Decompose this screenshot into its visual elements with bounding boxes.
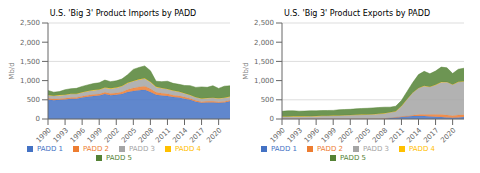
svg-text:2020: 2020 [205, 126, 223, 144]
svg-text:1,500: 1,500 [20, 58, 40, 66]
svg-text:1,000: 1,000 [254, 77, 274, 85]
svg-text:1993: 1993 [52, 126, 70, 144]
svg-text:1990: 1990 [35, 126, 53, 144]
svg-text:0: 0 [270, 115, 274, 123]
svg-text:1990: 1990 [269, 126, 287, 144]
html-text:PADD 3: PADD 3 [129, 145, 155, 153]
svg-text:2,000: 2,000 [254, 39, 274, 47]
svg-text:2002: 2002 [337, 126, 355, 144]
svg-text:2002: 2002 [103, 126, 121, 144]
svg-text:1999: 1999 [320, 126, 338, 144]
html-text:PADD 1: PADD 1 [270, 145, 297, 153]
svg-text:2017: 2017 [188, 126, 206, 144]
html-text:U.S. 'Big 3' Product Imports b: U.S. 'Big 3' Product Imports by PADD [49, 9, 197, 18]
svg-text:2014: 2014 [171, 126, 190, 145]
svg-text:2008: 2008 [137, 126, 155, 144]
svg-text:1,500: 1,500 [254, 58, 274, 66]
svg-text:1996: 1996 [69, 126, 88, 145]
svg-text:2008: 2008 [371, 126, 389, 144]
svg-text:2,500: 2,500 [20, 19, 40, 27]
svg-text:2005: 2005 [354, 126, 372, 144]
html-text:PADD 5: PADD 5 [340, 154, 366, 162]
html-text:PADD 2: PADD 2 [317, 145, 343, 153]
svg-text:1996: 1996 [303, 126, 322, 145]
svg-text:1993: 1993 [286, 126, 304, 144]
svg-text:1999: 1999 [86, 126, 104, 144]
html-text:PADD 3: PADD 3 [363, 145, 389, 153]
html-text:PADD 4: PADD 4 [175, 145, 202, 153]
html-text:U.S. 'Big 3' Product Exports b: U.S. 'Big 3' Product Exports by PADD [283, 9, 431, 18]
html-text:PADD 4: PADD 4 [409, 145, 436, 153]
svg-text:2,000: 2,000 [20, 39, 40, 47]
svg-text:Mb/d: Mb/d [8, 62, 16, 79]
svg-text:2005: 2005 [120, 126, 138, 144]
svg-text:2020: 2020 [439, 126, 457, 144]
html-text:PADD 5: PADD 5 [106, 154, 132, 162]
svg-text:500: 500 [27, 96, 40, 104]
svg-text:1,000: 1,000 [20, 77, 40, 85]
svg-text:2011: 2011 [388, 126, 406, 144]
svg-text:2,500: 2,500 [254, 19, 274, 27]
svg-text:0: 0 [36, 115, 40, 123]
svg-text:2011: 2011 [154, 126, 172, 144]
html-text:PADD 1: PADD 1 [36, 145, 63, 153]
svg-text:2014: 2014 [405, 126, 424, 145]
svg-text:Mb/d: Mb/d [242, 62, 250, 79]
html-text:PADD 2: PADD 2 [83, 145, 109, 153]
svg-text:2017: 2017 [422, 126, 440, 144]
svg-text:500: 500 [261, 96, 274, 104]
